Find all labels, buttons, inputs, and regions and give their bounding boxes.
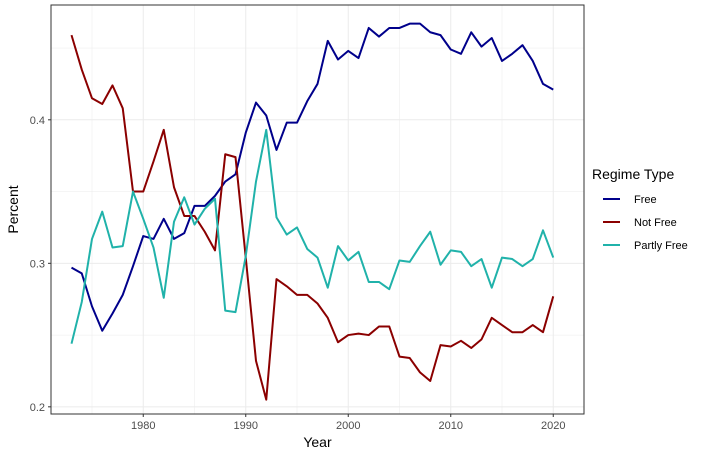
legend-label-free: Free — [634, 194, 657, 206]
y-axis-title: Percent — [5, 185, 21, 233]
x-tick-label: 2020 — [541, 420, 565, 432]
y-axis: 0.2 0.3 0.4 — [30, 115, 51, 414]
y-tick-label: 0.2 — [30, 402, 45, 414]
x-tick-label: 2010 — [439, 420, 463, 432]
y-tick-label: 0.3 — [30, 258, 45, 270]
legend: Regime Type Free Not Free Partly Free — [592, 166, 688, 252]
series-line-free — [71, 22, 554, 332]
legend-items: Free Not Free Partly Free — [603, 194, 688, 252]
legend-label-not-free: Not Free — [634, 217, 677, 229]
grid-major — [51, 5, 584, 414]
x-tick-label: 1990 — [234, 420, 258, 432]
series-line-partly-free — [70, 128, 555, 344]
plot-area — [50, 4, 585, 415]
legend-label-partly-free: Partly Free — [634, 240, 688, 252]
x-tick-label: 1980 — [131, 420, 155, 432]
x-axis-title: Year — [303, 434, 332, 450]
x-tick-label: 2000 — [336, 420, 360, 432]
legend-title: Regime Type — [592, 166, 674, 182]
series-line-not-free — [70, 34, 555, 401]
plot-border — [50, 4, 585, 415]
series-lines — [70, 22, 555, 401]
y-tick-label: 0.4 — [30, 115, 45, 127]
x-axis: 1980 1990 2000 2010 2020 — [131, 414, 565, 432]
